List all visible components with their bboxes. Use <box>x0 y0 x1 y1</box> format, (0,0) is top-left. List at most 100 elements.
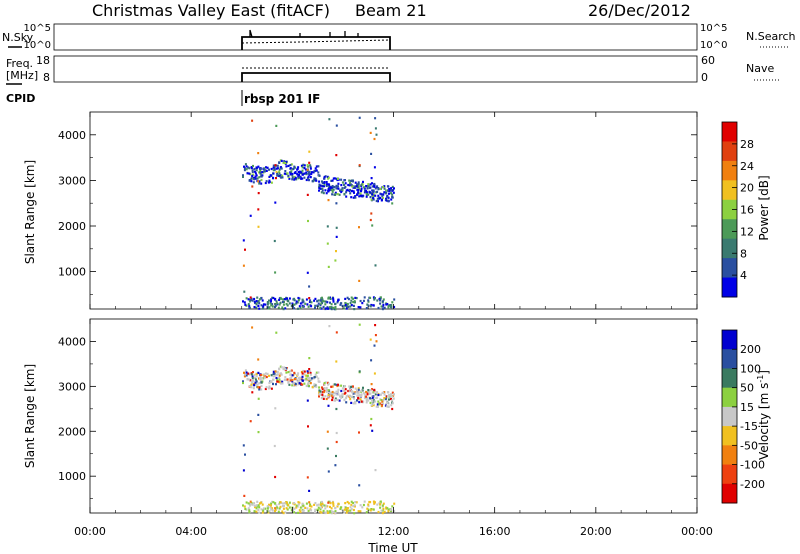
velocity-echo <box>376 396 379 399</box>
velocity-echo <box>353 504 356 507</box>
power-echo <box>375 199 378 203</box>
velocity-echo <box>335 454 337 458</box>
power-echo <box>370 303 373 307</box>
velocity-echo <box>271 509 274 512</box>
velocity-echo <box>371 399 374 402</box>
velocity-echo <box>371 395 374 398</box>
power-echo <box>268 299 270 302</box>
power-echo <box>281 306 284 309</box>
power-echo <box>248 167 251 170</box>
velocity-echo <box>341 387 344 390</box>
power-echo <box>374 127 377 130</box>
power-echo <box>324 175 327 178</box>
power-echo <box>242 174 244 177</box>
velocity-echo <box>349 394 351 397</box>
power-echo <box>352 301 355 304</box>
velocity-echo <box>358 431 360 434</box>
power-echo <box>332 300 335 303</box>
power-echo <box>341 304 344 308</box>
power-echo <box>335 154 338 157</box>
power-echo <box>244 248 246 251</box>
velocity-echo <box>315 375 318 378</box>
freq-label: Freq. <box>6 57 33 70</box>
power-echo <box>246 172 249 175</box>
power-echo <box>330 188 333 192</box>
power-echo <box>287 299 290 303</box>
power-echo <box>335 124 338 127</box>
power-echo <box>381 194 384 197</box>
velocity-echo <box>343 508 346 511</box>
velocity-echo <box>297 372 300 375</box>
power-echo <box>289 167 292 170</box>
power-echo <box>293 297 296 300</box>
power-echo <box>349 182 351 185</box>
velocity-echo <box>330 507 333 510</box>
velocity-echo <box>327 393 330 396</box>
power-echo <box>298 176 301 179</box>
velocity-echo <box>244 507 247 510</box>
velocity-echo <box>272 382 274 385</box>
power-echo <box>280 166 282 169</box>
power-echo <box>267 181 270 184</box>
velocity-echo <box>391 399 394 402</box>
velocity-echo <box>297 381 300 384</box>
velocity-echo <box>335 407 338 411</box>
power-echo <box>316 300 319 303</box>
power-echo <box>343 307 346 310</box>
power-echo <box>320 307 323 310</box>
power-echo <box>365 307 368 310</box>
power-echo <box>311 180 314 183</box>
power-echo <box>386 196 389 199</box>
power-echo <box>343 193 346 196</box>
velocity-echo <box>355 501 358 504</box>
velocity-echo <box>363 500 366 503</box>
velocity-echo <box>320 390 323 393</box>
power-echo <box>299 306 302 309</box>
power-echo <box>335 187 338 190</box>
power-echo <box>270 304 273 307</box>
velocity-echo <box>308 489 311 492</box>
power-echo <box>344 179 346 182</box>
velocity-echo <box>379 506 382 509</box>
nsearch-label: N.Search <box>746 30 796 43</box>
velocity-echo <box>275 383 277 386</box>
velocity-echo <box>249 500 252 503</box>
velocity-echo <box>357 394 360 397</box>
velocity-echo <box>385 405 388 408</box>
power-echo <box>358 116 361 119</box>
power-echo <box>255 169 258 172</box>
power-echo <box>345 307 348 310</box>
power-echo <box>340 302 343 305</box>
velocity-echo <box>255 510 258 513</box>
velocity-echo <box>389 508 392 511</box>
velocity-echo <box>326 389 328 392</box>
velocity-echo <box>332 501 335 504</box>
power-echo <box>256 296 259 299</box>
velocity-echo <box>343 399 346 402</box>
velocity-echo <box>265 386 268 389</box>
power-echo <box>383 185 386 188</box>
power-echo <box>321 180 323 183</box>
velocity-echo <box>290 376 293 379</box>
velocity-echo <box>303 370 306 373</box>
velocity-echo <box>357 510 360 513</box>
power-echo <box>283 298 286 301</box>
power-echo <box>276 164 279 167</box>
power-echo <box>371 190 374 193</box>
velocity-echo <box>381 504 384 507</box>
velocity-echo <box>251 326 254 329</box>
velocity-echo <box>384 398 387 401</box>
power-echo <box>291 302 294 305</box>
power-echo <box>249 298 252 302</box>
power-echo <box>335 250 337 253</box>
power-echo <box>262 303 265 306</box>
velocity-echo <box>293 371 296 374</box>
power-echo <box>299 302 302 305</box>
y-tick-label: 1000 <box>58 266 86 279</box>
velocity-echo <box>355 391 358 394</box>
velocity-echo <box>344 388 347 391</box>
power-echo <box>284 161 286 165</box>
velocity-echo <box>293 382 296 385</box>
power-echo <box>251 169 254 172</box>
noise-tick-right-bottom: 10^0 <box>700 40 727 51</box>
